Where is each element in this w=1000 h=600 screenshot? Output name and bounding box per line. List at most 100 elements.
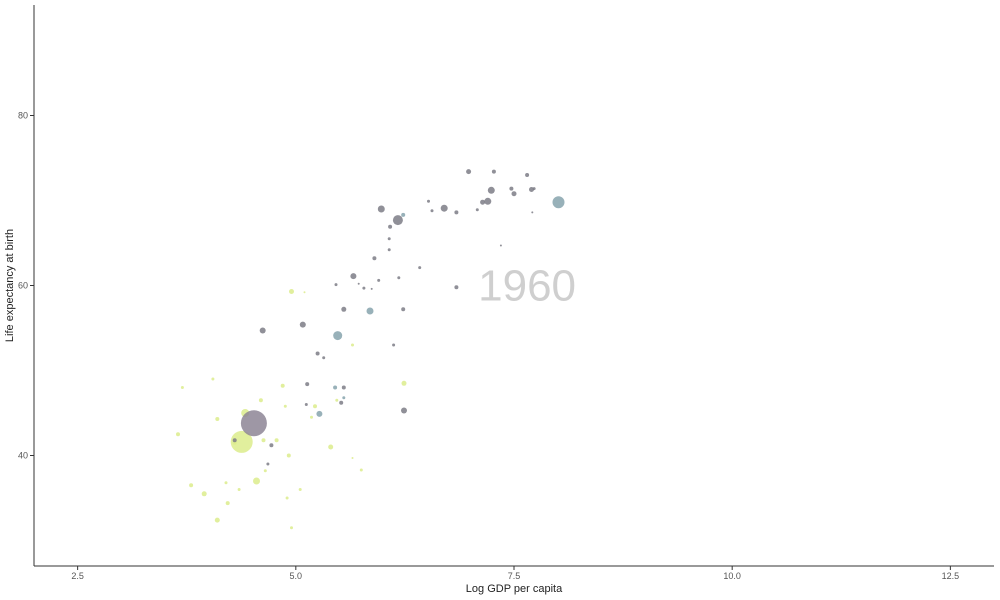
data-point: [214, 517, 220, 523]
data-point: [225, 501, 230, 506]
data-point: [176, 432, 180, 437]
data-point: [401, 407, 407, 414]
data-point: [286, 453, 291, 458]
x-tick-label: 7.5: [508, 571, 521, 581]
data-point: [509, 186, 514, 191]
data-point: [366, 307, 374, 315]
data-point: [362, 286, 366, 290]
data-point: [334, 283, 338, 287]
data-point: [285, 496, 289, 500]
data-point: [511, 191, 517, 197]
data-point: [377, 205, 385, 213]
data-point: [333, 331, 343, 341]
data-point: [372, 256, 377, 261]
x-tick-label: 2.5: [71, 571, 84, 581]
data-point: [392, 215, 403, 226]
data-point: [305, 382, 310, 387]
data-point: [333, 385, 338, 390]
data-point: [484, 197, 492, 205]
data-point: [475, 208, 479, 212]
data-point: [466, 169, 472, 175]
data-point: [283, 404, 287, 408]
x-axis-ticks: 2.5 5.0 7.5 10.0 12.5: [71, 566, 959, 581]
data-point: [266, 462, 270, 466]
data-point: [499, 244, 502, 247]
data-point: [211, 377, 215, 381]
data-point: [298, 488, 302, 491]
data-point: [532, 187, 536, 191]
data-point: [418, 266, 422, 270]
data-point: [341, 385, 346, 390]
data-point: [491, 169, 496, 174]
data-point: [401, 212, 406, 217]
data-point: [201, 491, 207, 497]
data-point: [401, 307, 406, 312]
x-axis-label: Log GDP per capita: [466, 583, 563, 595]
data-point: [427, 199, 430, 203]
x-tick-label: 5.0: [290, 571, 303, 581]
data-point: [224, 481, 228, 485]
data-point: [377, 278, 381, 282]
y-tick-label: 40: [18, 451, 28, 461]
data-point: [215, 417, 220, 421]
data-point: [351, 457, 354, 459]
data-point: [310, 415, 313, 419]
data-point: [454, 285, 459, 290]
data-point: [315, 351, 320, 356]
data-point: [335, 398, 339, 402]
data-point: [454, 210, 459, 215]
y-tick-label: 60: [18, 281, 28, 291]
x-tick-label: 10.0: [723, 571, 741, 581]
data-point: [263, 469, 267, 473]
data-point: [359, 468, 363, 472]
data-point: [259, 327, 266, 334]
data-point: [322, 356, 326, 360]
data-point: [392, 343, 396, 347]
data-point: [313, 404, 317, 409]
data-point: [280, 383, 285, 388]
data-point: [290, 526, 293, 530]
data-point: [316, 410, 323, 417]
data-point: [350, 273, 357, 280]
data-point: [303, 291, 306, 294]
data-point: [342, 396, 346, 400]
data-point: [189, 483, 194, 488]
data-point: [269, 443, 274, 448]
y-axis-ticks: 40 60 80: [18, 111, 34, 461]
y-axis-label: Life expectancy at birth: [4, 229, 16, 342]
data-point: [487, 186, 495, 194]
data-point: [552, 196, 565, 209]
data-point: [274, 438, 279, 443]
data-point: [357, 282, 360, 285]
data-point: [387, 248, 391, 252]
data-point: [387, 237, 391, 241]
data-point: [258, 398, 263, 403]
data-point: [341, 306, 347, 312]
data-point: [351, 343, 354, 347]
year-watermark: 1960: [478, 262, 576, 311]
data-point: [261, 438, 266, 443]
data-point: [401, 380, 407, 386]
data-point: [328, 444, 334, 450]
data-point: [230, 430, 253, 453]
data-point: [339, 400, 344, 405]
data-point: [240, 410, 267, 437]
data-point: [480, 199, 486, 205]
data-point: [531, 211, 534, 214]
data-point: [253, 477, 260, 485]
data-point: [370, 287, 373, 290]
x-tick-label: 12.5: [942, 571, 960, 581]
data-points: [176, 169, 565, 530]
data-point: [289, 289, 294, 294]
data-point: [232, 438, 237, 443]
data-point: [299, 321, 306, 328]
data-point: [388, 224, 393, 229]
data-point: [237, 488, 241, 491]
data-point: [440, 204, 448, 212]
data-point: [525, 173, 530, 177]
data-point: [180, 386, 184, 389]
y-tick-label: 80: [18, 111, 28, 121]
data-point: [304, 403, 308, 406]
data-point: [430, 209, 434, 213]
